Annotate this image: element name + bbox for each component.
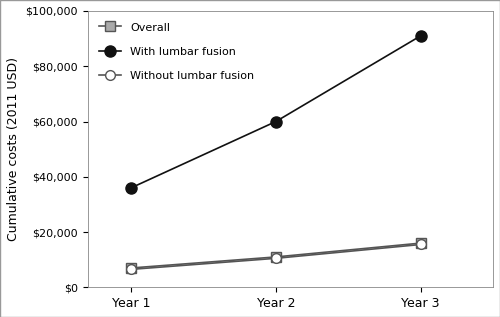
Without lumbar fusion	[128, 268, 134, 271]
With lumbar fusion	[273, 120, 279, 123]
Without lumbar fusion	[273, 256, 279, 260]
Without lumbar fusion	[418, 243, 424, 246]
Overall	[418, 241, 424, 245]
Line: Without lumbar fusion: Without lumbar fusion	[126, 240, 426, 274]
Legend: Overall, With lumbar fusion, Without lumbar fusion: Overall, With lumbar fusion, Without lum…	[94, 16, 260, 87]
Line: Overall: Overall	[126, 238, 426, 273]
Overall	[128, 266, 134, 270]
Overall	[273, 255, 279, 259]
With lumbar fusion	[128, 186, 134, 190]
Y-axis label: Cumulative costs (2011 USD): Cumulative costs (2011 USD)	[7, 57, 20, 241]
With lumbar fusion	[418, 34, 424, 38]
Line: With lumbar fusion: With lumbar fusion	[126, 30, 426, 193]
